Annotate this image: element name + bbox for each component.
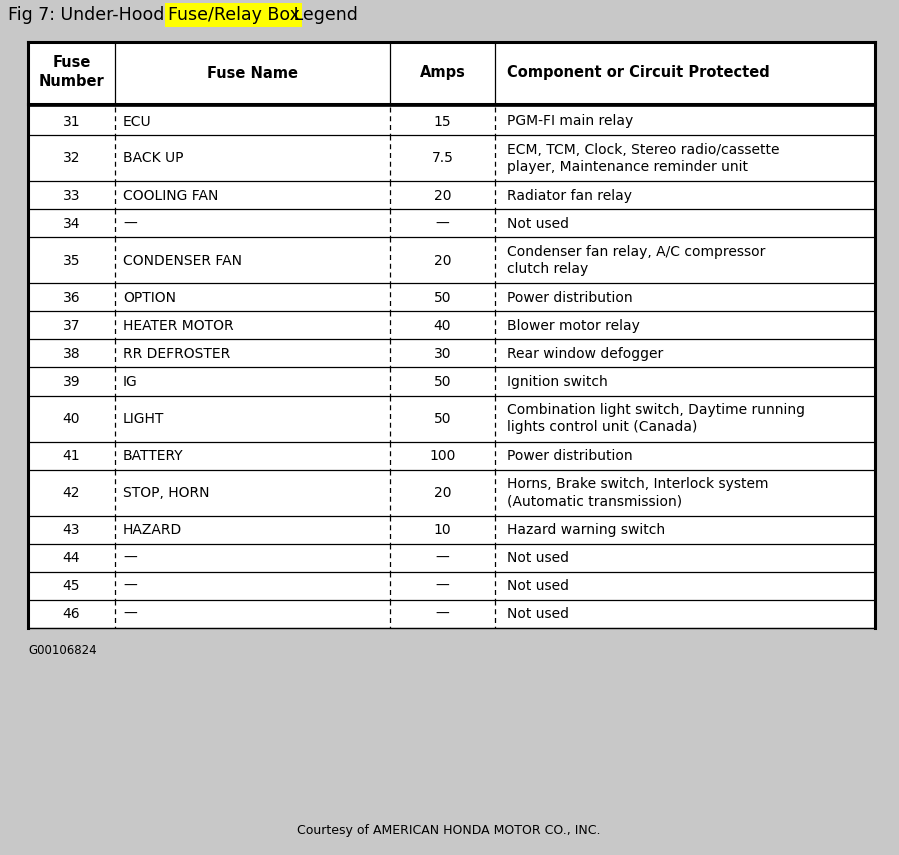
Text: Horns, Brake switch, Interlock system
(Automatic transmission): Horns, Brake switch, Interlock system (A… xyxy=(507,476,769,509)
Text: Power distribution: Power distribution xyxy=(507,449,633,463)
Text: Component or Circuit Protected: Component or Circuit Protected xyxy=(507,66,770,80)
Text: 42: 42 xyxy=(63,486,80,499)
Text: 36: 36 xyxy=(63,291,80,304)
Text: —: — xyxy=(123,551,137,564)
Text: Hazard warning switch: Hazard warning switch xyxy=(507,522,665,536)
Text: —: — xyxy=(123,216,137,231)
Text: COOLING FAN: COOLING FAN xyxy=(123,188,218,203)
Text: 7.5: 7.5 xyxy=(432,151,453,166)
Text: 50: 50 xyxy=(433,291,451,304)
Text: 43: 43 xyxy=(63,522,80,536)
Text: 20: 20 xyxy=(433,486,451,499)
Text: 32: 32 xyxy=(63,151,80,166)
Text: Ignition switch: Ignition switch xyxy=(507,374,608,388)
Text: 20: 20 xyxy=(433,253,451,268)
Text: —: — xyxy=(123,579,137,593)
Text: Fuse Name: Fuse Name xyxy=(207,66,298,80)
Text: Blower motor relay: Blower motor relay xyxy=(507,319,640,333)
Text: 40: 40 xyxy=(433,319,451,333)
Text: 100: 100 xyxy=(430,449,456,463)
Text: Fuse
Number: Fuse Number xyxy=(39,56,104,89)
Text: Condenser fan relay, A/C compressor
clutch relay: Condenser fan relay, A/C compressor clut… xyxy=(507,245,765,276)
Text: Not used: Not used xyxy=(507,216,569,231)
Text: 41: 41 xyxy=(63,449,80,463)
Text: 33: 33 xyxy=(63,188,80,203)
Text: 31: 31 xyxy=(63,115,80,128)
Text: ECU: ECU xyxy=(123,115,152,128)
Bar xyxy=(0,0,899,30)
Text: CONDENSER FAN: CONDENSER FAN xyxy=(123,253,242,268)
Text: Legend: Legend xyxy=(288,6,358,24)
Text: 39: 39 xyxy=(63,374,80,388)
Text: Not used: Not used xyxy=(507,606,569,621)
Text: Fig 7: Under-Hood: Fig 7: Under-Hood xyxy=(8,6,170,24)
Text: —: — xyxy=(436,579,450,593)
Text: RR DEFROSTER: RR DEFROSTER xyxy=(123,346,230,361)
Text: ECM, TCM, Clock, Stereo radio/cassette
player, Maintenance reminder unit: ECM, TCM, Clock, Stereo radio/cassette p… xyxy=(507,143,779,174)
Text: LIGHT: LIGHT xyxy=(123,411,165,426)
Text: 46: 46 xyxy=(63,606,80,621)
Text: Not used: Not used xyxy=(507,579,569,593)
Text: Fuse/Relay Box: Fuse/Relay Box xyxy=(168,6,300,24)
Text: Radiator fan relay: Radiator fan relay xyxy=(507,188,632,203)
Text: 34: 34 xyxy=(63,216,80,231)
Text: 20: 20 xyxy=(433,188,451,203)
Text: IG: IG xyxy=(123,374,138,388)
Text: PGM-FI main relay: PGM-FI main relay xyxy=(507,115,633,128)
Bar xyxy=(28,42,875,628)
Text: HEATER MOTOR: HEATER MOTOR xyxy=(123,319,234,333)
Text: 10: 10 xyxy=(433,522,451,536)
Text: 50: 50 xyxy=(433,374,451,388)
Text: BACK UP: BACK UP xyxy=(123,151,183,166)
Text: Amps: Amps xyxy=(420,66,466,80)
Text: —: — xyxy=(436,551,450,564)
Text: 50: 50 xyxy=(433,411,451,426)
Text: BATTERY: BATTERY xyxy=(123,449,183,463)
Text: —: — xyxy=(123,606,137,621)
Text: 40: 40 xyxy=(63,411,80,426)
Text: —: — xyxy=(436,216,450,231)
Text: Power distribution: Power distribution xyxy=(507,291,633,304)
Text: G00106824: G00106824 xyxy=(28,644,96,657)
Text: Rear window defogger: Rear window defogger xyxy=(507,346,663,361)
Text: OPTION: OPTION xyxy=(123,291,176,304)
Text: —: — xyxy=(436,606,450,621)
Text: 38: 38 xyxy=(63,346,80,361)
Text: HAZARD: HAZARD xyxy=(123,522,182,536)
Text: 44: 44 xyxy=(63,551,80,564)
Text: 15: 15 xyxy=(433,115,451,128)
Text: 30: 30 xyxy=(433,346,451,361)
Text: 45: 45 xyxy=(63,579,80,593)
Text: Combination light switch, Daytime running
lights control unit (Canada): Combination light switch, Daytime runnin… xyxy=(507,403,805,434)
Text: STOP, HORN: STOP, HORN xyxy=(123,486,209,499)
Text: Courtesy of AMERICAN HONDA MOTOR CO., INC.: Courtesy of AMERICAN HONDA MOTOR CO., IN… xyxy=(298,823,601,836)
Text: 37: 37 xyxy=(63,319,80,333)
Text: 35: 35 xyxy=(63,253,80,268)
Text: Not used: Not used xyxy=(507,551,569,564)
